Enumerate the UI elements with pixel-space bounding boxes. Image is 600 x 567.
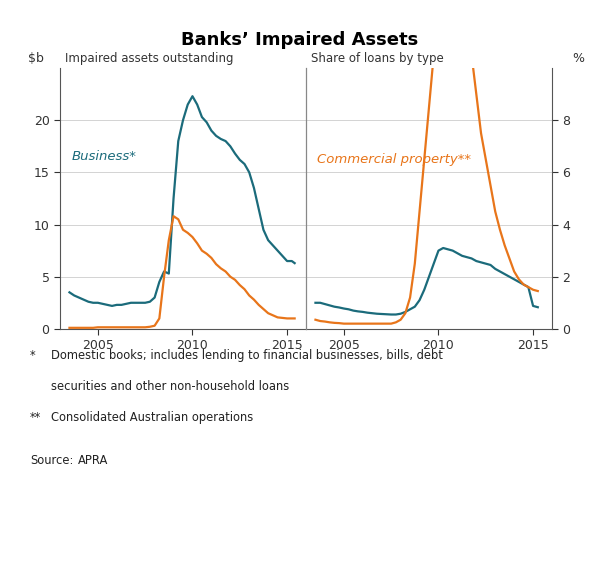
Text: %: % bbox=[572, 52, 584, 65]
Text: Banks’ Impaired Assets: Banks’ Impaired Assets bbox=[181, 31, 419, 49]
Text: Commercial property**: Commercial property** bbox=[317, 153, 472, 166]
Text: Domestic books; includes lending to financial businesses, bills, debt: Domestic books; includes lending to fina… bbox=[51, 349, 443, 362]
Text: Business*: Business* bbox=[71, 150, 136, 163]
Text: Consolidated Australian operations: Consolidated Australian operations bbox=[51, 411, 253, 424]
Text: *: * bbox=[30, 349, 35, 362]
Text: Source:: Source: bbox=[30, 454, 73, 467]
Text: **: ** bbox=[30, 411, 41, 424]
Text: APRA: APRA bbox=[78, 454, 109, 467]
Text: securities and other non-household loans: securities and other non-household loans bbox=[51, 380, 289, 393]
Text: Impaired assets outstanding: Impaired assets outstanding bbox=[65, 52, 233, 65]
Text: Share of loans by type: Share of loans by type bbox=[311, 52, 443, 65]
Text: $b: $b bbox=[28, 52, 44, 65]
